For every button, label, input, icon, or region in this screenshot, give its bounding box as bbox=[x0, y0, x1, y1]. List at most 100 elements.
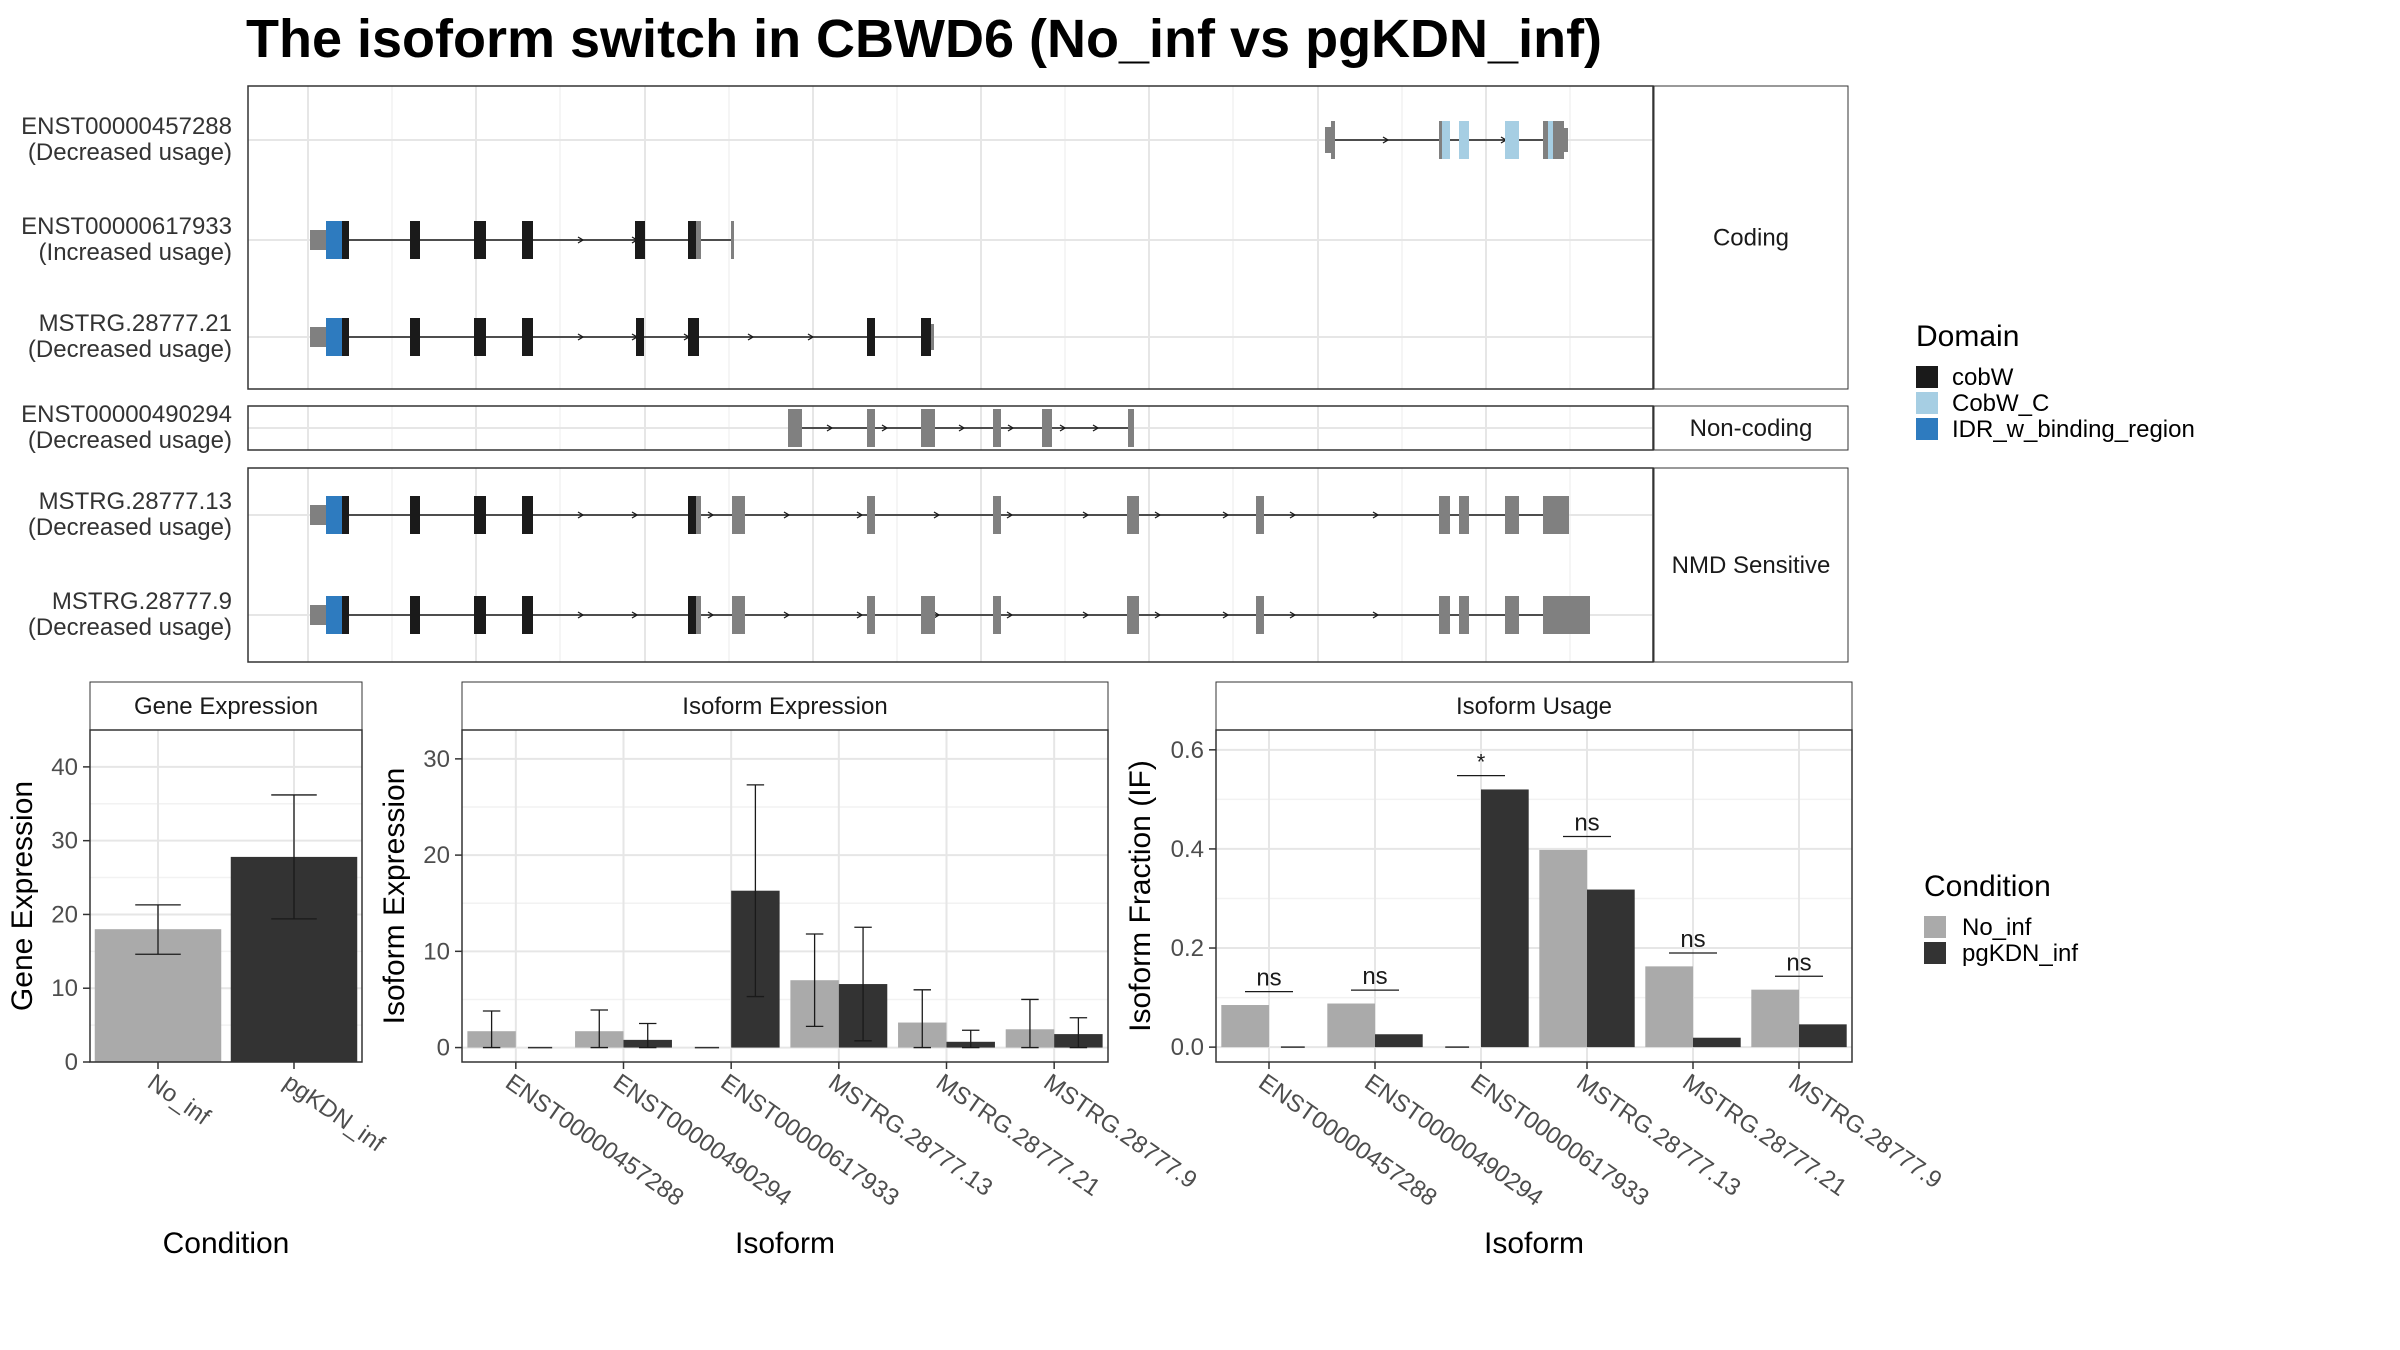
y-tick-label: 0.0 bbox=[1171, 1034, 1204, 1061]
x-tick-label: ENST00000617933 bbox=[716, 1069, 904, 1212]
panel-border bbox=[247, 85, 1654, 390]
exon bbox=[326, 496, 342, 534]
exon bbox=[732, 496, 745, 534]
exon bbox=[732, 596, 745, 634]
direction-arrow bbox=[707, 511, 715, 519]
exon bbox=[474, 596, 486, 634]
direction-arrow bbox=[1082, 611, 1090, 619]
exon bbox=[1331, 121, 1335, 159]
y-axis-title: Isoform Expression bbox=[378, 768, 411, 1025]
exon bbox=[1505, 596, 1519, 634]
exon bbox=[310, 327, 326, 347]
bar bbox=[1375, 1034, 1423, 1048]
facet-strip bbox=[461, 681, 1109, 731]
direction-arrow bbox=[1092, 424, 1100, 432]
direction-arrow bbox=[1222, 611, 1230, 619]
transcript-label: MSTRG.28777.9 bbox=[52, 588, 232, 615]
bar bbox=[1587, 889, 1635, 1048]
exon bbox=[921, 318, 931, 356]
y-tick-label: 30 bbox=[423, 746, 450, 773]
exon bbox=[1543, 496, 1569, 534]
legend-label-pgkdn-inf: pgKDN_inf bbox=[1962, 940, 2078, 967]
x-tick-label: ENST00000457288 bbox=[1254, 1069, 1442, 1212]
transcript-label: ENST00000617933 bbox=[21, 213, 232, 240]
transcript-label: ENST00000490294 bbox=[21, 401, 232, 428]
exon bbox=[410, 221, 420, 259]
exon bbox=[1325, 127, 1331, 153]
exon bbox=[522, 318, 533, 356]
direction-arrow bbox=[1372, 611, 1380, 619]
legend-swatch-no-inf bbox=[1924, 916, 1946, 938]
gene-expression-chart: Gene Expression 0 10 20 30 40 No_inf pgKDN_inf C… bbox=[6, 681, 390, 1260]
y-tick-label: 40 bbox=[51, 754, 78, 781]
x-axis-title: Condition bbox=[163, 1227, 290, 1260]
structure-facet-nmd-sensitive: NMD Sensitive bbox=[247, 467, 1849, 663]
exon bbox=[1548, 121, 1553, 159]
exon bbox=[931, 324, 934, 350]
direction-arrow bbox=[1382, 136, 1390, 144]
transcript-usage-label: (Decreased usage) bbox=[28, 514, 232, 541]
panel-border bbox=[247, 405, 1654, 451]
x-tick-label: ENST00000490294 bbox=[608, 1069, 796, 1212]
facet-strip bbox=[1653, 405, 1849, 451]
exon bbox=[696, 496, 701, 534]
direction-arrow bbox=[747, 333, 755, 341]
transcript-enst00000617933 bbox=[310, 221, 734, 259]
direction-arrow bbox=[881, 424, 889, 432]
transcript-usage-label: (Increased usage) bbox=[39, 239, 232, 266]
direction-arrow bbox=[1154, 511, 1162, 519]
transcript-usage-label: (Decreased usage) bbox=[28, 614, 232, 641]
direction-arrow bbox=[807, 333, 815, 341]
exon bbox=[867, 596, 875, 634]
exon bbox=[731, 221, 734, 259]
x-tick-label: ENST00000617933 bbox=[1466, 1069, 1654, 1212]
exon bbox=[696, 596, 701, 634]
panel-border bbox=[247, 467, 1654, 663]
exon bbox=[342, 318, 349, 356]
exon bbox=[1256, 596, 1264, 634]
legend-label-idr-w-binding-region: IDR_w_binding_region bbox=[1952, 416, 2195, 443]
direction-arrow bbox=[1154, 611, 1162, 619]
direction-arrow bbox=[1059, 424, 1067, 432]
structure-facet-non-coding: Non-coding bbox=[247, 405, 1849, 451]
exon bbox=[993, 496, 1001, 534]
chart-title: Isoform Expression bbox=[682, 693, 887, 720]
direction-arrow bbox=[577, 236, 585, 244]
direction-arrow bbox=[631, 511, 639, 519]
exon bbox=[1127, 496, 1139, 534]
exon bbox=[410, 596, 420, 634]
transcript-label: MSTRG.28777.21 bbox=[39, 310, 232, 337]
direction-arrow bbox=[783, 611, 791, 619]
x-tick-label: pgKDN_inf bbox=[279, 1069, 390, 1158]
transcript-usage-label: (Decreased usage) bbox=[28, 336, 232, 363]
exon bbox=[1439, 496, 1450, 534]
bar bbox=[1481, 789, 1529, 1048]
exon bbox=[522, 496, 533, 534]
transcript-usage-label: (Decreased usage) bbox=[28, 427, 232, 454]
exon bbox=[1439, 121, 1442, 159]
y-tick-label: 20 bbox=[51, 901, 78, 928]
exon bbox=[474, 318, 486, 356]
significance-label: ns bbox=[1256, 965, 1281, 992]
legend-swatch-pgkdn-inf bbox=[1924, 942, 1946, 964]
facet-strip bbox=[1215, 681, 1853, 731]
exon bbox=[326, 318, 342, 356]
exon bbox=[688, 496, 696, 534]
transcript-enst00000490294 bbox=[788, 409, 1134, 447]
exon bbox=[1459, 121, 1469, 159]
exon bbox=[310, 505, 326, 525]
exon bbox=[1543, 121, 1548, 159]
exon bbox=[696, 221, 701, 259]
exon bbox=[326, 596, 342, 634]
legend-swatch-cobw bbox=[1916, 366, 1938, 388]
facet-strip bbox=[89, 681, 363, 731]
exon bbox=[688, 596, 696, 634]
x-tick-label: No_inf bbox=[143, 1069, 216, 1131]
exon bbox=[788, 409, 802, 447]
y-tick-label: 0 bbox=[437, 1035, 450, 1062]
direction-arrow bbox=[933, 611, 941, 619]
exon bbox=[1564, 128, 1568, 152]
facet-strip-label: Non-coding bbox=[1690, 415, 1813, 442]
